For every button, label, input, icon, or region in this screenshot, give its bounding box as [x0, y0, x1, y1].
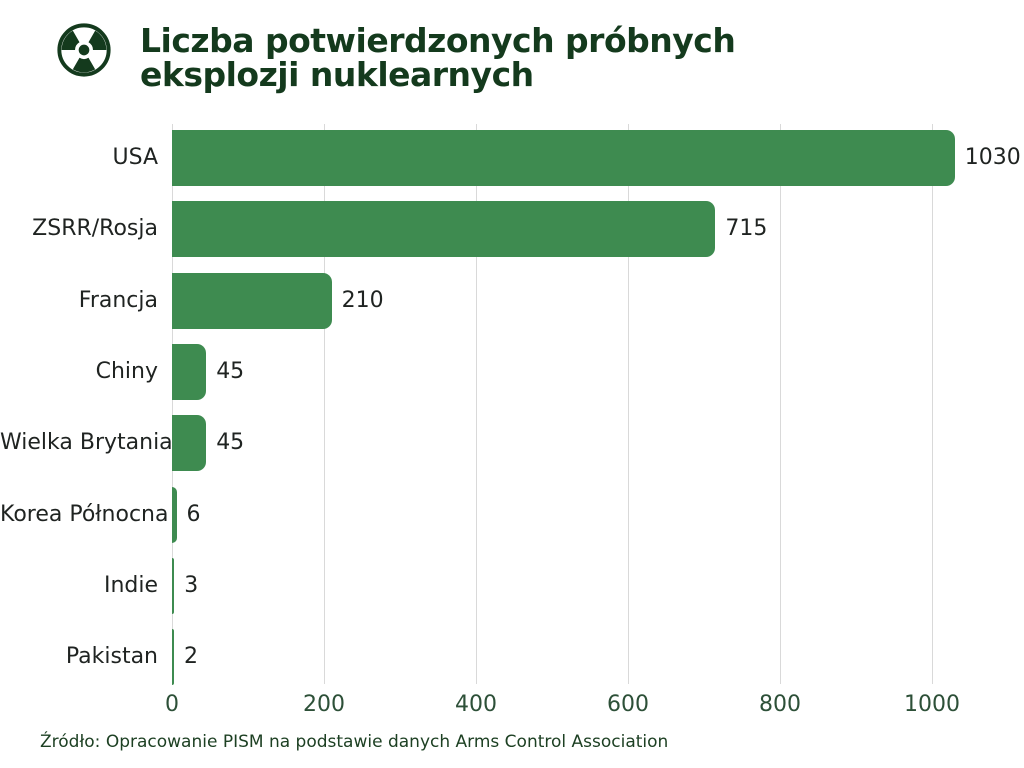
bar-value-label: 45	[216, 430, 245, 456]
bar	[172, 486, 177, 543]
bar-value-label: 6	[186, 501, 201, 527]
gridline	[172, 124, 173, 684]
bar-row-label: Korea Północna	[0, 501, 169, 527]
bar-row-label: Francja	[78, 287, 158, 313]
x-tick-label: 1000	[904, 692, 960, 717]
radiation-icon	[56, 22, 112, 78]
bar-row-label: USA	[112, 145, 158, 170]
x-tick-label: 400	[455, 692, 497, 717]
bar-value-label: 715	[725, 216, 768, 242]
header: Liczba potwierdzonych próbnych eksplozji…	[0, 0, 1024, 110]
bar-value-label: 45	[216, 359, 245, 385]
x-tick-label: 800	[759, 692, 801, 717]
bar-value-label: 1030	[964, 145, 1021, 170]
bar-row-label: Indie	[103, 573, 158, 599]
x-tick-label: 0	[165, 692, 179, 717]
bar-value-label: 210	[341, 287, 384, 313]
chart-title: Liczba potwierdzonych próbnych eksplozji…	[140, 21, 736, 94]
x-tick-label: 600	[607, 692, 649, 717]
source-note: Źródło: Opracowanie PISM na podstawie da…	[40, 732, 669, 752]
gridline	[324, 124, 325, 684]
gridline	[780, 124, 781, 684]
bar-value-label: 3	[184, 573, 199, 599]
bar	[172, 201, 716, 258]
bar	[172, 629, 174, 686]
bar	[172, 130, 955, 186]
bar-row-label: Chiny	[95, 359, 158, 385]
bar-value-label: 2	[184, 644, 198, 670]
chart-title-line2: eksplozji nuklearnych	[140, 55, 534, 94]
gridline	[628, 124, 629, 684]
bar-row-label: Wielka Brytania	[0, 430, 173, 456]
gridline	[476, 124, 477, 684]
bar	[172, 344, 207, 401]
bar-row-label: ZSRR/Rosja	[32, 216, 158, 242]
bar	[172, 415, 207, 472]
bar	[172, 558, 175, 615]
gridline	[932, 124, 933, 684]
bar-row-label: Pakistan	[65, 644, 158, 670]
bar	[172, 272, 332, 329]
x-tick-label: 200	[303, 692, 345, 717]
chart-title-line1: Liczba potwierdzonych próbnych	[140, 21, 736, 60]
